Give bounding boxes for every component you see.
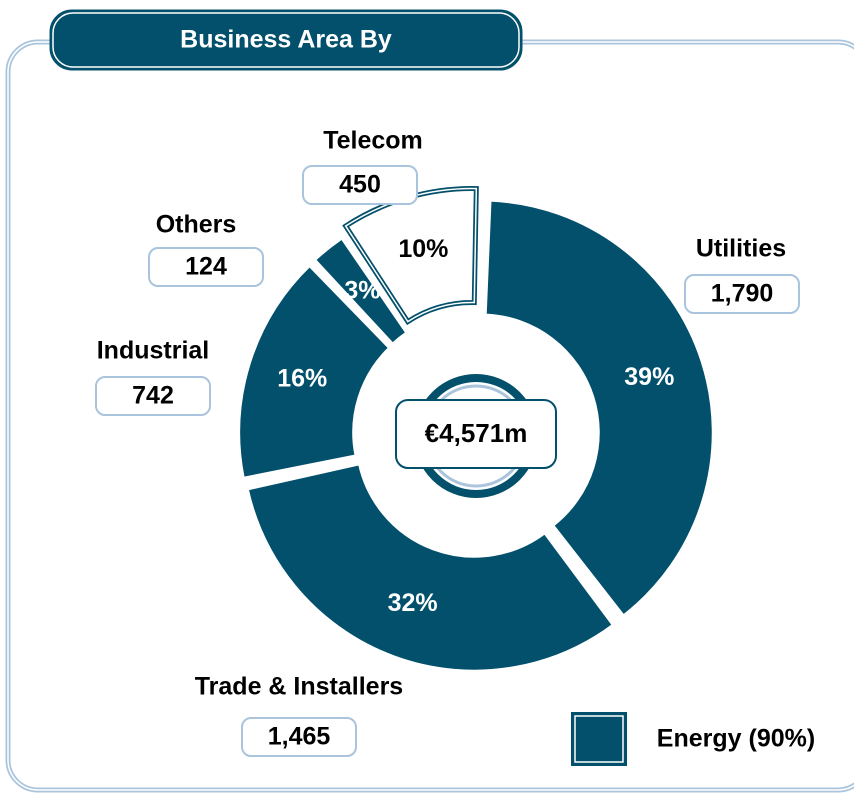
category-label: Utilities <box>696 235 786 263</box>
title-box <box>49 9 523 71</box>
chart-title: Business Area By <box>180 26 392 54</box>
donut-slice <box>238 264 391 479</box>
percent-label: 3% <box>344 276 380 304</box>
category-label: Telecom <box>323 127 423 155</box>
legend-label: Energy (90%) <box>657 725 815 753</box>
value-label: 1,790 <box>711 280 774 308</box>
percent-label: 32% <box>388 589 438 617</box>
value-label: 450 <box>339 171 381 199</box>
category-label: Industrial <box>97 337 210 365</box>
value-box <box>684 274 800 314</box>
category-label: Trade & Installers <box>195 673 403 701</box>
percent-label: 10% <box>398 235 448 263</box>
value-box <box>95 376 211 416</box>
value-label: 124 <box>185 253 227 281</box>
donut-slice <box>246 463 615 672</box>
percent-label: 39% <box>624 363 674 391</box>
donut-slice <box>484 199 714 617</box>
value-label: 742 <box>132 382 174 410</box>
total-box <box>395 399 557 469</box>
value-box <box>241 717 357 757</box>
percent-label: 16% <box>277 365 327 393</box>
value-box <box>148 247 264 287</box>
legend-swatch-inner <box>574 715 624 763</box>
value-label: 1,465 <box>268 723 331 751</box>
category-label: Others <box>156 211 237 239</box>
title-box-inner <box>52 12 520 68</box>
slice-inner-line <box>344 187 478 323</box>
value-box <box>302 165 418 205</box>
legend-swatch <box>571 712 627 766</box>
total-label: €4,571m <box>425 418 528 448</box>
donut-slice <box>313 237 408 345</box>
